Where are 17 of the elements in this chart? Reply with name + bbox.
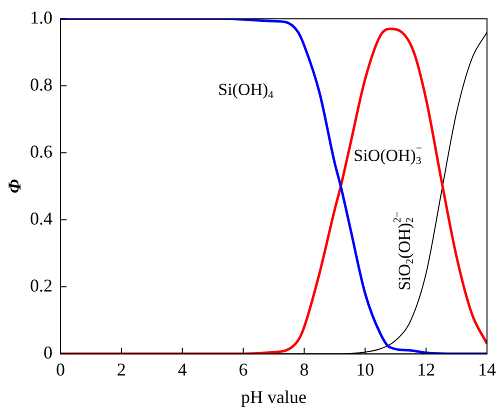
y-tick-label: 0.4 [30,208,52,229]
y-tick-label: 0 [44,342,52,363]
y-tick-label: 1.0 [30,8,52,28]
x-tick-label: 0 [56,359,65,380]
x-tick-label: 8 [300,359,309,380]
x-tick-label: 10 [356,359,374,380]
x-axis-title: pH value [241,386,306,407]
y-axis-title: Φ [4,179,25,194]
x-tick-label: 6 [238,359,248,380]
y-tick-label: 0.2 [30,276,52,296]
x-tick-label: 12 [417,359,436,380]
y-tick-label: 0.6 [30,142,52,162]
y-tick-label: 0.8 [30,74,52,95]
x-tick-label: 14 [478,359,496,380]
x-tick-label: 4 [178,359,187,380]
text: SiO2(OH)22− [392,212,416,290]
x-tick-label: 2 [116,359,126,380]
